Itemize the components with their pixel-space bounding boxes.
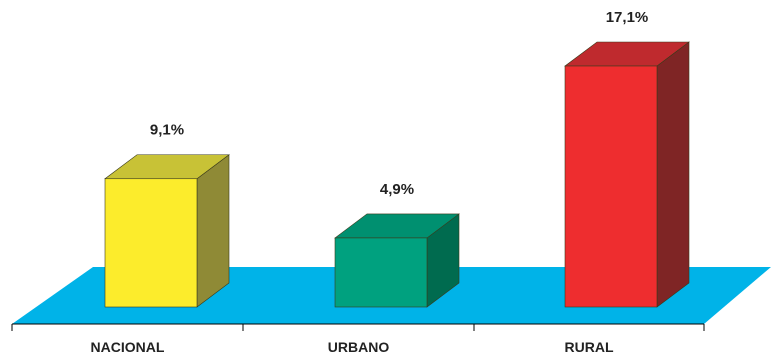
bar-urbano: [334, 213, 460, 308]
labels: 9,1% NACIONAL 4,9% URBANO 17,1% RURAL: [91, 9, 649, 354]
bar-front-face: [564, 65, 658, 308]
bar-side-face: [656, 41, 690, 308]
bar-side-face: [196, 154, 230, 308]
bar-front-face: [334, 237, 428, 308]
bar-nacional: [104, 154, 230, 308]
data-label: 9,1%: [150, 122, 184, 139]
data-label: 17,1%: [606, 9, 649, 26]
bars: [104, 41, 690, 308]
x-tick-label: NACIONAL: [91, 339, 165, 354]
data-label: 4,9%: [380, 181, 414, 198]
x-tick-label: RURAL: [565, 339, 614, 354]
bar-front-face: [104, 178, 198, 308]
x-tick-label: URBANO: [328, 339, 390, 354]
bar-rural: [564, 41, 690, 308]
x-axis: [11, 323, 705, 331]
